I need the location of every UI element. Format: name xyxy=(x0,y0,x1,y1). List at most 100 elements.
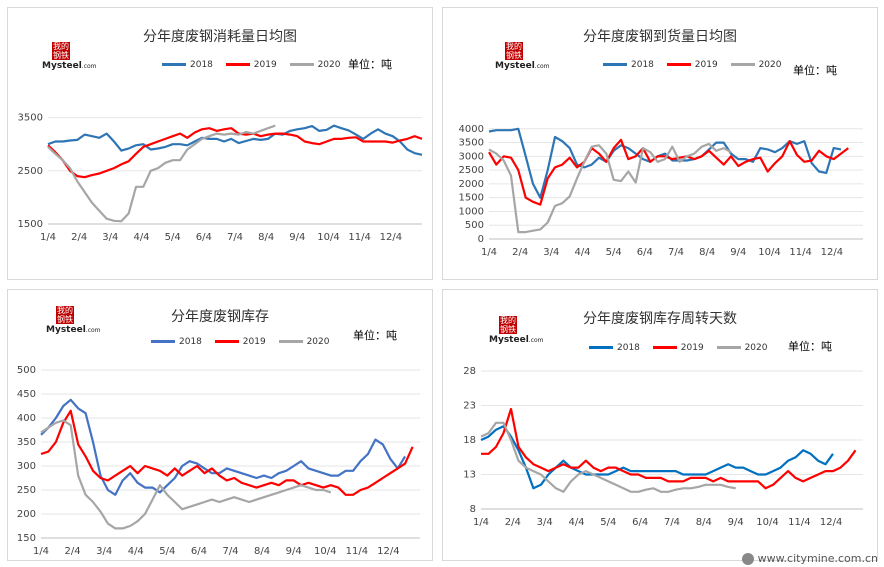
mysteel-logo: 我的 钢铁 Mysteel.com xyxy=(495,42,559,72)
series-line-2019 xyxy=(481,407,857,490)
y-tick-label: 8 xyxy=(470,504,476,515)
x-tick-label: 12/4 xyxy=(380,232,402,243)
chart-plot: 8 13 18 23 28 1/4 2/4 3/4 4/4 5/4 6/4 7/4 8/4 9/4 10/4… xyxy=(463,366,863,528)
series-line-2019 xyxy=(488,138,849,206)
panel-consumption: 分年度废钢消耗量日均图 我的 钢铁 Mysteel.com 2018 2019 2… xyxy=(7,7,433,280)
legend-2020: 2020 xyxy=(730,60,781,70)
series-line-2018 xyxy=(47,124,423,156)
x-tick-label: 10/4 xyxy=(756,517,778,528)
x-tick-label: 11/4 xyxy=(346,546,368,557)
legend-2019: 2019 xyxy=(225,60,277,70)
x-tick-label: 3/4 xyxy=(543,247,559,258)
mysteel-logo: 我的 钢铁 Mysteel.com xyxy=(46,306,110,336)
series-line-2020 xyxy=(488,142,732,234)
y-tick-label: 500 xyxy=(465,220,484,231)
y-tick-label: 400 xyxy=(17,413,36,424)
y-tick-label: 3500 xyxy=(18,113,43,124)
panel-arrival: 分年度废钢到货量日均图 我的 钢铁 Mysteel.com 2018 2019 2… xyxy=(442,7,878,280)
x-tick-label: 3/4 xyxy=(102,232,118,243)
x-tick-label: 9/4 xyxy=(730,247,746,258)
y-tick-label: 3000 xyxy=(459,151,484,162)
x-tick-label: 1/4 xyxy=(473,517,489,528)
x-tick-label: 11/4 xyxy=(788,517,810,528)
y-tick-label: 2500 xyxy=(18,166,43,177)
series-line-2020 xyxy=(480,421,736,493)
x-tick-label: 7/4 xyxy=(227,232,243,243)
x-tick-label: 10/4 xyxy=(314,546,336,557)
chart-title: 分年度废钢库存 xyxy=(171,309,269,325)
y-tick-label: 1500 xyxy=(18,219,43,230)
panel-inventory: 分年度废钢库存 我的 钢铁 Mysteel.com 单位：吨 2018 2019 … xyxy=(7,289,433,561)
x-tick-label: 3/4 xyxy=(96,546,112,557)
y-tick-label: 300 xyxy=(17,461,36,472)
legend-2018: 2018 xyxy=(162,60,213,70)
y-tick-label: 2000 xyxy=(459,179,484,190)
logo-cube: 我的 钢铁 xyxy=(505,42,523,60)
x-tick-label: 6/4 xyxy=(191,546,207,557)
y-tick-label: 13 xyxy=(463,470,476,481)
legend-2018: 2018 xyxy=(603,60,654,70)
y-tick-label: 1000 xyxy=(459,206,484,217)
x-tick-label: 11/4 xyxy=(348,232,370,243)
x-tick-label: 8/4 xyxy=(696,517,712,528)
x-tick-label: 11/4 xyxy=(789,247,811,258)
chart-plot: 0 500 1000 1500 2000 2500 3000 3500 4000 1/4 2/4 3/… xyxy=(459,124,863,258)
legend-2020: 2020 xyxy=(289,60,340,70)
logo-brand: Mysteel.com xyxy=(46,325,101,335)
legend-2018: 2018 xyxy=(589,343,640,353)
chart-plot: 150 200 250 300 350 400 450 500 1/4 2/4 3/4 4/4 5/4 6… xyxy=(17,365,420,557)
chart-legend: 2018 2019 2020 xyxy=(151,337,339,347)
x-tick-label: 8/4 xyxy=(258,232,274,243)
panel-turnover: 分年度废钢库存周转天数 我的 钢铁 Mysteel.com 2018 2019 2… xyxy=(442,289,878,561)
x-tick-label: 5/4 xyxy=(606,247,622,258)
x-tick-label: 9/4 xyxy=(286,546,302,557)
y-tick-label: 450 xyxy=(17,389,36,400)
x-tick-label: 8/4 xyxy=(699,247,715,258)
chart-plot: 1500 2500 3500 1/4 2/4 3/4 4/4 5/4 6/4 7/4 8/4 9/4 1… xyxy=(18,113,423,243)
series-line-2019 xyxy=(47,127,423,179)
x-tick-label: 6/4 xyxy=(196,232,212,243)
x-tick-label: 9/4 xyxy=(728,517,744,528)
x-tick-label: 5/4 xyxy=(165,232,181,243)
y-tick-label: 2500 xyxy=(459,165,484,176)
y-tick-label: 3500 xyxy=(459,138,484,149)
logo-cube: 我的 钢铁 xyxy=(499,316,517,334)
legend-2020: 2020 xyxy=(716,343,767,353)
series-line-2020 xyxy=(47,124,276,223)
legend-2020: 2020 xyxy=(278,337,329,347)
x-tick-label: 2/4 xyxy=(512,247,528,258)
x-tick-label: 6/4 xyxy=(632,517,648,528)
citymine-logo-icon xyxy=(741,553,754,565)
x-tick-label: 1/4 xyxy=(481,247,497,258)
y-tick-label: 150 xyxy=(17,533,36,544)
x-tick-label: 9/4 xyxy=(289,232,305,243)
x-tick-label: 6/4 xyxy=(637,247,653,258)
y-tick-label: 23 xyxy=(463,401,476,412)
series-line-2018 xyxy=(488,127,842,199)
x-tick-label: 12/4 xyxy=(377,546,399,557)
series-line-2020 xyxy=(40,419,332,530)
y-tick-label: 350 xyxy=(17,437,36,448)
chart-legend: 2018 2019 2020 xyxy=(603,60,791,70)
unit-label: 单位：吨 xyxy=(788,340,832,353)
watermark: www.citymine.com.cn xyxy=(741,552,878,565)
mysteel-logo: 我的 钢铁 Mysteel.com xyxy=(489,316,553,346)
y-tick-label: 1500 xyxy=(459,193,484,204)
legend-2019: 2019 xyxy=(214,337,266,347)
x-tick-label: 7/4 xyxy=(222,546,238,557)
logo-cube: 我的 钢铁 xyxy=(52,42,70,60)
logo-brand: Mysteel.com xyxy=(42,61,97,71)
x-tick-label: 4/4 xyxy=(128,546,144,557)
x-tick-label: 7/4 xyxy=(664,517,680,528)
legend-2018: 2018 xyxy=(151,337,202,347)
x-tick-label: 1/4 xyxy=(40,232,56,243)
y-tick-label: 250 xyxy=(17,485,36,496)
legend-2019: 2019 xyxy=(652,343,704,353)
legend-2019: 2019 xyxy=(666,60,718,70)
chart-title: 分年度废钢库存周转天数 xyxy=(583,311,737,327)
y-tick-label: 18 xyxy=(463,435,476,446)
chart-title: 分年度废钢消耗量日均图 xyxy=(143,29,297,45)
x-tick-label: 12/4 xyxy=(821,247,843,258)
chart-legend: 2018 2019 2020 xyxy=(162,60,350,70)
y-tick-label: 0 xyxy=(478,234,484,245)
